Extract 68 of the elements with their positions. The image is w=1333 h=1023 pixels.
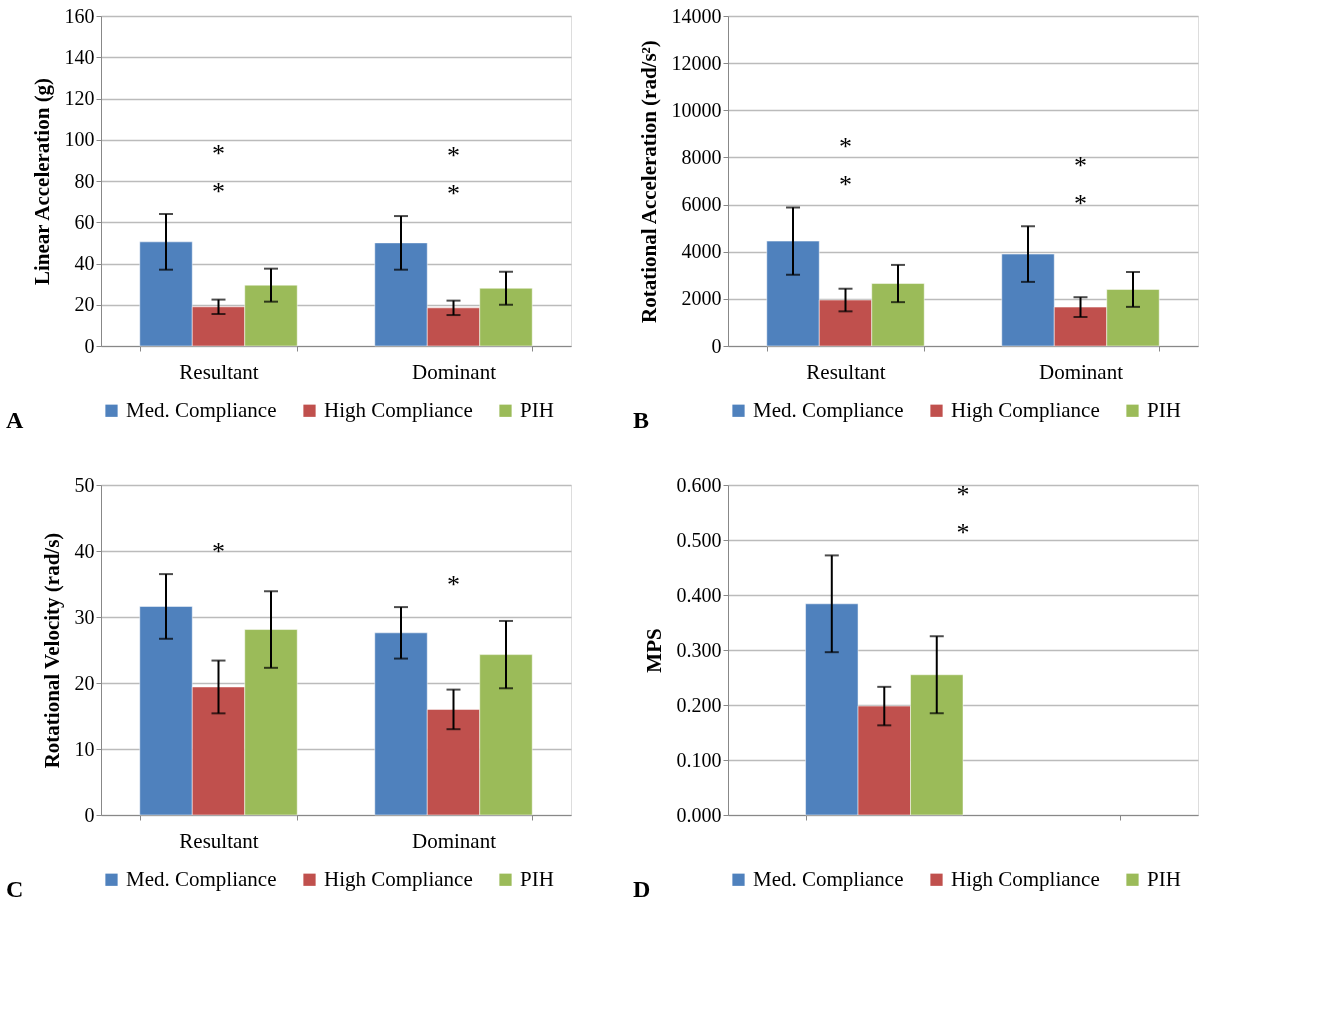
annotation: * xyxy=(212,139,225,168)
legend-label: High Compliance xyxy=(324,866,473,891)
annotation: * xyxy=(212,177,225,206)
annotation: * xyxy=(1074,151,1087,181)
legend-label: High Compliance xyxy=(951,866,1100,891)
annotation: * xyxy=(956,518,970,548)
y-tick-label: 2000 xyxy=(681,287,722,310)
x-tick-label: Resultant xyxy=(806,359,886,384)
y-tick-label: 80 xyxy=(74,169,95,192)
y-tick-label: 10 xyxy=(74,737,95,760)
y-tick-label: 0.600 xyxy=(676,473,722,496)
text: C xyxy=(6,876,24,902)
y-tick-label: 160 xyxy=(64,4,95,27)
y-tick-label: 0 xyxy=(711,334,722,357)
y-tick-label: 40 xyxy=(74,252,95,274)
x-tick-label: Dominant xyxy=(1039,359,1124,384)
y-tick-label: 50 xyxy=(74,473,95,496)
y-tick-label: 40 xyxy=(74,539,95,562)
y-tick-label: 20 xyxy=(74,293,95,316)
legend-label: High Compliance xyxy=(951,397,1100,422)
y-tick-label: 120 xyxy=(64,87,95,109)
annotation: * xyxy=(212,537,225,567)
y-tick-label: 0.000 xyxy=(676,803,722,826)
annotation: * xyxy=(956,480,970,510)
y-tick-label: 60 xyxy=(74,210,95,233)
y-tick-label: 6000 xyxy=(681,193,722,216)
y-tick-label: 12000 xyxy=(671,51,722,74)
y-tick-label: 0.100 xyxy=(676,748,722,771)
legend-label: PIH xyxy=(1147,397,1181,422)
legend-label: Med. Compliance xyxy=(126,866,277,891)
y-tick-label: 0.300 xyxy=(676,638,722,661)
legend-label: Med. Compliance xyxy=(753,397,904,422)
legend-label: PIH xyxy=(1147,866,1181,891)
y-tick-label: 0.200 xyxy=(676,693,722,716)
y-tick-label: 0 xyxy=(84,334,95,357)
legend-label: PIH xyxy=(520,397,554,422)
y-tick-label: 8000 xyxy=(681,145,722,168)
y-tick-label: 30 xyxy=(74,605,95,628)
x-tick-label: Resultant xyxy=(179,359,259,384)
y-axis-title: MPS xyxy=(641,628,666,673)
y-tick-label: 14000 xyxy=(671,4,722,27)
legend-label: Med. Compliance xyxy=(753,866,904,891)
y-tick-label: 20 xyxy=(74,671,95,694)
x-tick-label: Dominant xyxy=(412,828,497,853)
text: D xyxy=(633,876,651,902)
y-tick-label: 100 xyxy=(64,128,95,151)
y-tick-label: 10000 xyxy=(671,98,722,121)
legend-label: Med. Compliance xyxy=(126,397,277,422)
legend-label: PIH xyxy=(520,866,554,891)
legend-label: High Compliance xyxy=(324,397,473,422)
text: A xyxy=(6,407,24,433)
annotation: * xyxy=(447,179,460,209)
annotation: * xyxy=(447,570,460,600)
annotation: * xyxy=(839,170,852,200)
y-tick-label: 140 xyxy=(64,45,95,68)
annotation: * xyxy=(447,141,460,171)
y-tick-label: 0.500 xyxy=(676,528,722,551)
y-axis-title: Rotational Velocity (rad/s) xyxy=(39,532,64,769)
annotation: * xyxy=(839,132,852,162)
y-tick-label: 0 xyxy=(84,803,95,826)
text: B xyxy=(633,407,650,433)
y-axis-title: Rotational Acceleration (rad/s²) xyxy=(636,40,661,323)
x-tick-label: Resultant xyxy=(179,828,259,853)
x-tick-label: Dominant xyxy=(412,359,497,384)
y-axis-title: Linear Acceleration (g) xyxy=(29,77,54,286)
y-tick-label: 4000 xyxy=(681,240,722,263)
y-tick-label: 0.400 xyxy=(676,583,722,606)
annotation: * xyxy=(1074,189,1087,219)
